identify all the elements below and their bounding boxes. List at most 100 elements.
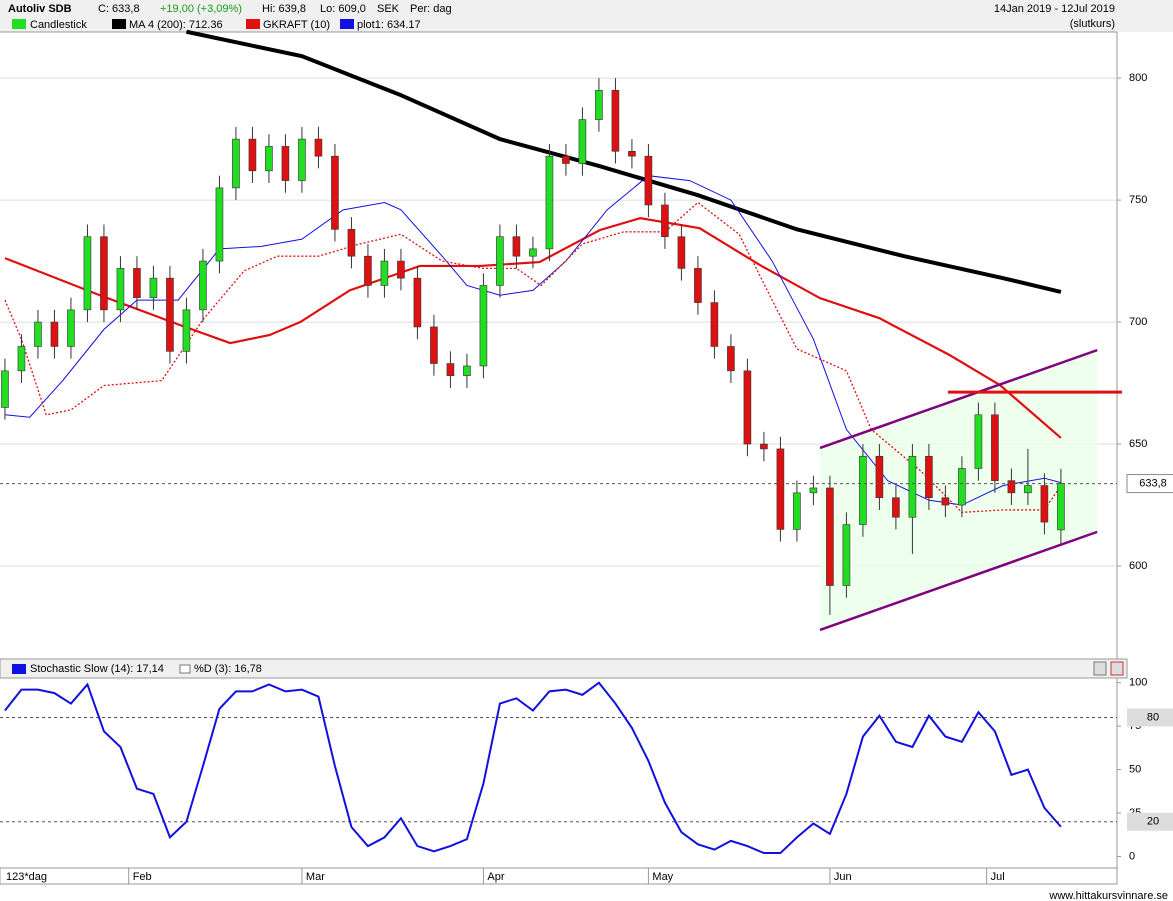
candle-body bbox=[34, 321, 42, 347]
currency: SEK bbox=[377, 3, 400, 15]
candle-body bbox=[809, 487, 818, 494]
candle-body bbox=[941, 497, 950, 506]
close-icon[interactable] bbox=[1110, 661, 1124, 676]
candle-body bbox=[413, 277, 422, 328]
legend-label: plot1: 634.17 bbox=[357, 19, 421, 31]
change: +19,00 (+3,09%) bbox=[160, 3, 242, 15]
x-tick-label: May bbox=[652, 871, 673, 883]
candle-body bbox=[776, 448, 785, 530]
candle-body bbox=[380, 260, 389, 286]
candle-body bbox=[281, 146, 290, 181]
candle-body bbox=[908, 455, 917, 518]
candle-body bbox=[710, 302, 719, 347]
stoch-legend: Stochastic Slow (14): 17,14 bbox=[30, 663, 164, 675]
legend-label: MA 4 (200): 712.36 bbox=[129, 19, 223, 31]
y-tick-label: 50 bbox=[1129, 764, 1141, 776]
y-tick-label: 750 bbox=[1129, 194, 1147, 206]
candle-body bbox=[67, 309, 75, 347]
ref-label: 20 bbox=[1147, 816, 1159, 828]
candle-body bbox=[892, 497, 900, 518]
last-price-label: 633,8 bbox=[1139, 477, 1167, 489]
candle-body bbox=[793, 492, 801, 530]
candle-body bbox=[446, 363, 455, 377]
candle-body bbox=[265, 146, 273, 172]
candle-body bbox=[628, 150, 636, 157]
candle-body bbox=[826, 487, 834, 586]
candle-body bbox=[116, 268, 125, 311]
candle-body bbox=[364, 255, 372, 286]
candle-body bbox=[875, 455, 884, 499]
candle-body bbox=[562, 155, 570, 164]
candle-body bbox=[232, 138, 240, 189]
candle-body bbox=[496, 236, 504, 286]
trend-line bbox=[819, 530, 1098, 632]
candle-body bbox=[100, 236, 108, 311]
candle-body bbox=[842, 524, 851, 586]
legend-candle[interactable]: Candlestick bbox=[30, 19, 87, 31]
header-bar bbox=[0, 0, 1173, 32]
mode: (slutkurs) bbox=[1070, 18, 1115, 30]
candle-body bbox=[611, 90, 620, 152]
candle-body bbox=[479, 285, 488, 367]
low: Lo: 609,0 bbox=[320, 3, 366, 15]
y-tick-label: 600 bbox=[1129, 560, 1147, 572]
candle-body bbox=[529, 248, 537, 257]
candle-body bbox=[215, 187, 224, 262]
candle-body bbox=[760, 443, 768, 450]
x-tick-label: Jun bbox=[834, 871, 852, 883]
candle-body bbox=[925, 455, 933, 499]
period: Per: dag bbox=[410, 3, 452, 15]
candle-body bbox=[1040, 485, 1049, 523]
y-tick-label: 100 bbox=[1129, 677, 1147, 689]
x-tick-label: Jul bbox=[991, 871, 1005, 883]
candle-body bbox=[248, 138, 257, 172]
candle-body bbox=[991, 414, 999, 481]
tool-icon[interactable] bbox=[1093, 661, 1107, 676]
candle-body bbox=[958, 468, 966, 506]
y-tick-label: 800 bbox=[1129, 72, 1147, 84]
candle-body bbox=[545, 155, 554, 250]
candle-body bbox=[331, 155, 339, 230]
legend-swatch bbox=[179, 664, 191, 674]
legend-swatch bbox=[12, 19, 26, 29]
line-series bbox=[4, 217, 1062, 439]
ref-label: 80 bbox=[1147, 711, 1159, 723]
stoch-header bbox=[0, 658, 1128, 679]
close: C: 633,8 bbox=[98, 3, 140, 15]
candle-body bbox=[133, 268, 141, 298]
ref-box bbox=[1127, 812, 1173, 831]
line-series bbox=[4, 681, 1062, 855]
candle-body bbox=[1007, 480, 1016, 494]
candle-body bbox=[743, 370, 752, 445]
line-series bbox=[4, 201, 1062, 514]
ref-box bbox=[1127, 708, 1173, 727]
legend-swatch bbox=[246, 19, 260, 29]
legend-swatch bbox=[112, 19, 126, 29]
candle-body bbox=[1024, 485, 1032, 494]
y-tick-label: 0 bbox=[1129, 850, 1135, 862]
candle-body bbox=[859, 455, 867, 525]
candle-body bbox=[17, 346, 26, 372]
candle-body bbox=[199, 260, 207, 311]
footer: www.hittakursvinnare.se bbox=[1048, 890, 1168, 901]
candle-body bbox=[974, 414, 983, 469]
trend-line bbox=[819, 348, 1098, 450]
legend-swatch bbox=[12, 664, 26, 674]
candle-body bbox=[83, 236, 92, 311]
candle-body bbox=[298, 138, 306, 181]
stoch-legend2: %D (3): 16,78 bbox=[194, 663, 262, 675]
candle-body bbox=[463, 365, 471, 377]
candle-body bbox=[166, 277, 174, 352]
x-tick-label: Apr bbox=[487, 871, 504, 883]
last-price-box bbox=[1126, 474, 1173, 494]
candle-body bbox=[677, 236, 686, 269]
high: Hi: 639,8 bbox=[262, 3, 306, 15]
candle-body bbox=[578, 119, 587, 164]
candle-body bbox=[182, 309, 191, 352]
x-axis-bar bbox=[0, 867, 1118, 885]
candle-body bbox=[661, 204, 669, 237]
candle-body bbox=[644, 155, 653, 206]
candle-body bbox=[694, 268, 702, 303]
range: 14Jan 2019 - 12Jul 2019 bbox=[994, 3, 1115, 15]
candle-body bbox=[149, 277, 158, 298]
